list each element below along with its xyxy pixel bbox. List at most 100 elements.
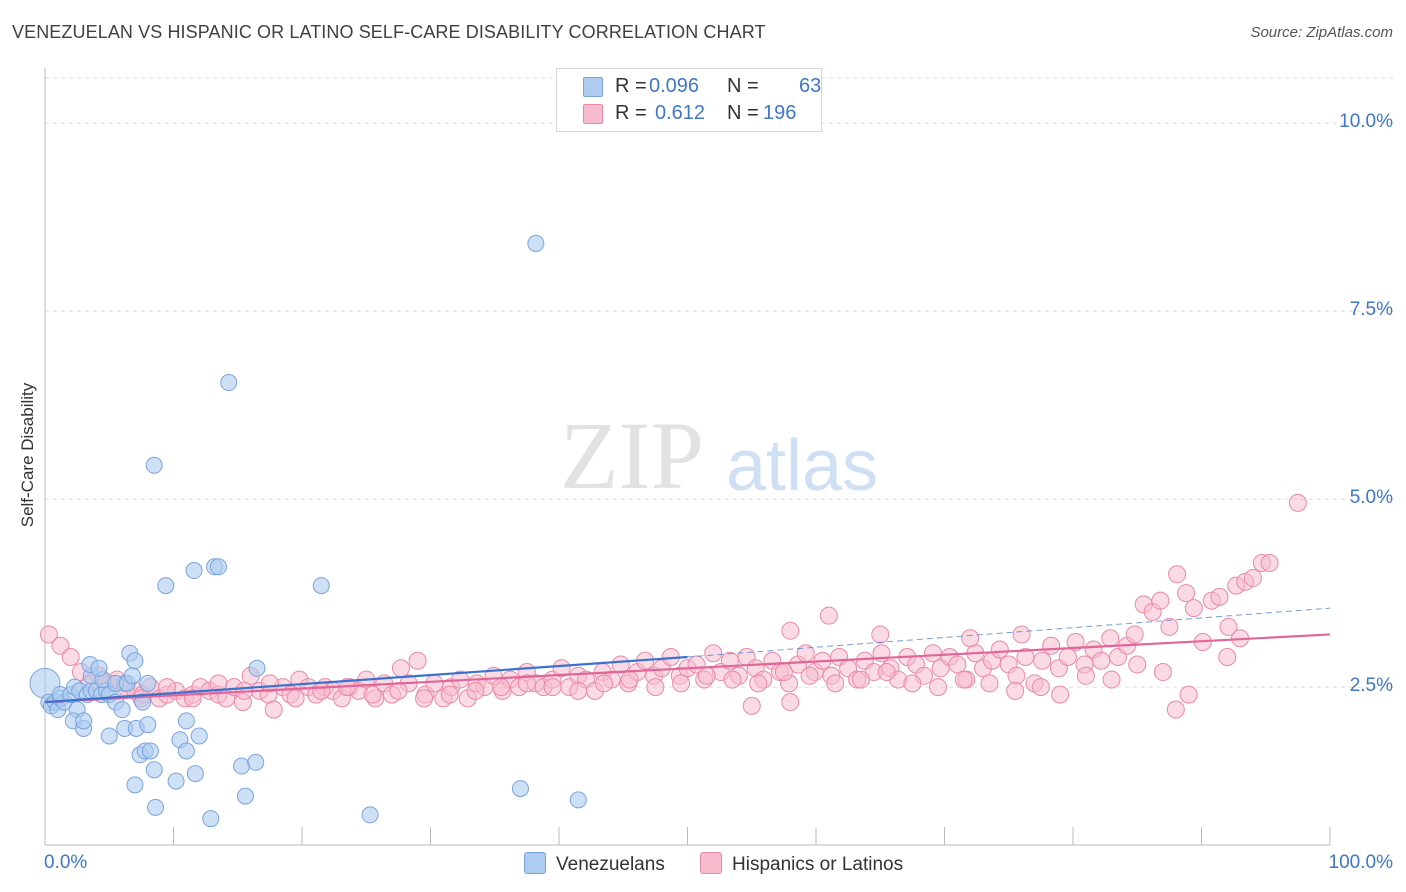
hispanic-trend-line [44, 633, 1331, 704]
venezuelan-point [126, 652, 144, 670]
hispanic-point [1012, 625, 1031, 644]
venezuelan-trend-extension [687, 607, 1331, 658]
hispanic-point [552, 659, 571, 678]
hispanic-points [39, 493, 1307, 719]
venezuelan-point [113, 701, 131, 719]
hispanic-point [980, 674, 999, 693]
hispanic-point [800, 666, 819, 685]
venezuelan-point [209, 558, 227, 576]
y-tick-label: 7.5% [1349, 299, 1393, 321]
hispanic-point [1179, 685, 1198, 704]
venezuelan-point [157, 577, 175, 595]
hispanic-point [1160, 617, 1179, 636]
hispanic-point [1006, 681, 1025, 700]
hispanic-point [569, 681, 588, 700]
venezuelan-point [511, 780, 529, 798]
hispanic-point [1153, 663, 1172, 682]
hispanic-point [209, 674, 228, 693]
x-tick-label: 100.0% [1328, 852, 1393, 873]
venezuelans-swatch [583, 77, 603, 97]
hispanic-point [1016, 648, 1035, 667]
venezuelan-point [90, 659, 108, 677]
venezuelan-point [147, 798, 165, 816]
venezuelan-point [177, 712, 195, 730]
hispanic-point [1092, 651, 1111, 670]
hispanic-point [1166, 700, 1185, 719]
hispanic-point [1058, 648, 1077, 667]
venezuelan-point [569, 791, 587, 809]
venezuelan-point [361, 806, 379, 824]
r-label: R = [615, 75, 647, 97]
venezuelan-point [177, 742, 195, 760]
hispanic-point [948, 655, 967, 674]
venezuelan-point [185, 562, 203, 580]
hispanic-point [1288, 493, 1307, 512]
hispanic-point [877, 663, 896, 682]
hispanic-point [749, 674, 768, 693]
venezuelan-point [186, 765, 204, 783]
r-value: 0.096 [649, 75, 700, 97]
r-label: R = [615, 102, 647, 124]
watermark-zip: ZIP [560, 402, 704, 509]
hispanic-point [1177, 584, 1196, 603]
venezuelan-point [145, 761, 163, 779]
venezuelan-point [190, 727, 208, 745]
hispanic-point [1031, 678, 1050, 697]
hispanic-point [923, 644, 942, 663]
venezuelan-point [220, 374, 238, 392]
hispanic-point [425, 674, 444, 693]
venezuelan-trend-line [44, 655, 688, 704]
legend-label-hispanics: Hispanics or Latinos [732, 854, 904, 875]
venezuelan-point [126, 776, 144, 794]
hispanic-point [903, 674, 922, 693]
venezuelan-point [123, 667, 141, 685]
venezuelan-point [167, 772, 185, 790]
venezuelan-point [233, 757, 251, 775]
venezuelan-point [527, 234, 545, 252]
hispanic-point [697, 666, 716, 685]
hispanic-point [826, 674, 845, 693]
n-value: 63 [799, 75, 822, 97]
hispanic-point [1033, 651, 1052, 670]
hispanic-point [781, 621, 800, 640]
hispanic-point [1168, 565, 1187, 584]
hispanic-point [1007, 666, 1026, 685]
hispanic-point [723, 670, 742, 689]
hispanic-point [1051, 685, 1070, 704]
hispanic-point [1243, 569, 1262, 588]
hispanic-point [466, 681, 485, 700]
x-tick-label: 0.0% [44, 852, 88, 873]
stats-legend: R = 0.096 N = 63 R = 0.612 N = 196 [556, 68, 822, 132]
chart-title: VENEZUELAN VS HISPANIC OR LATINO SELF-CA… [12, 22, 766, 42]
hispanic-point [389, 681, 408, 700]
hispanic-point [61, 648, 80, 667]
hispanic-point [39, 625, 58, 644]
hispanic-point [1184, 599, 1203, 618]
hispanic-point [1125, 625, 1144, 644]
y-tick-label: 10.0% [1339, 111, 1393, 133]
hispanic-point [961, 629, 980, 648]
hispanic-point [929, 678, 948, 697]
hispanic-point [1042, 636, 1061, 655]
legend-label-venezuelans: Venezuelans [556, 854, 665, 875]
y-tick-label: 5.0% [1349, 487, 1393, 509]
venezuelan-point [139, 716, 157, 734]
watermark: ZIP atlas [560, 402, 878, 509]
hispanic-point [990, 640, 1009, 659]
venezuelan-point [75, 712, 93, 730]
hispanic-point [51, 636, 70, 655]
legend-item-hispanics: Hispanics or Latinos [700, 852, 903, 876]
hispanic-point [1101, 629, 1120, 648]
hispanic-point [871, 625, 890, 644]
hispanic-point [672, 674, 691, 693]
hispanic-point [1260, 554, 1279, 573]
hispanic-point [1219, 617, 1238, 636]
hispanic-point [781, 693, 800, 712]
venezuelan-point [236, 787, 254, 805]
n-label: N = [727, 102, 759, 124]
legend-item-venezuelans: Venezuelans [524, 852, 665, 876]
hispanic-point [440, 685, 459, 704]
hispanic-point [492, 678, 511, 697]
hispanic-point [774, 663, 793, 682]
hispanic-point [620, 670, 639, 689]
